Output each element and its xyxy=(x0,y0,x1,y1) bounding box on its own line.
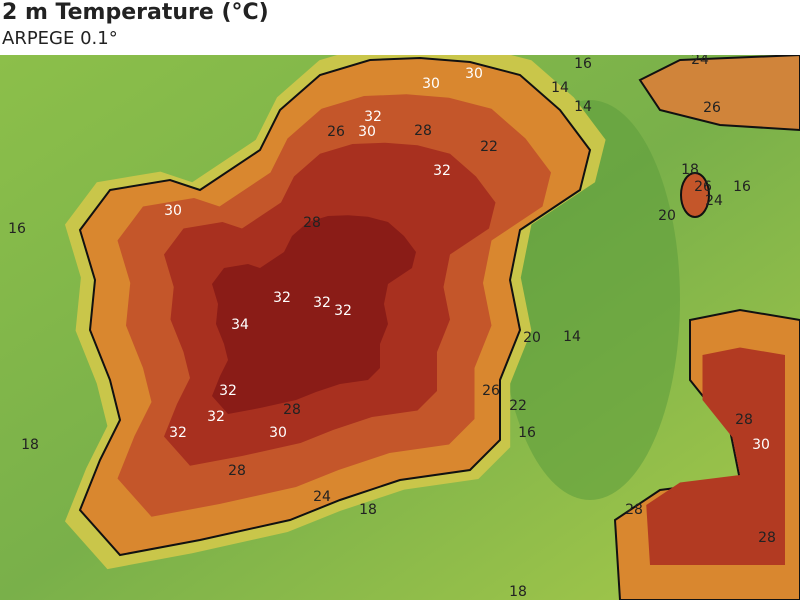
contour-label: 28 xyxy=(625,502,643,518)
contour-label: 14 xyxy=(551,80,569,96)
contour-label: 24 xyxy=(313,489,331,505)
contour-label: 24 xyxy=(705,193,723,209)
subtitle: ARPEGE 0.1° xyxy=(2,28,118,49)
contour-label: 26 xyxy=(327,124,345,140)
contour-label: 16 xyxy=(574,56,592,72)
britain xyxy=(614,55,800,600)
contour-label: 30 xyxy=(358,124,376,140)
contour-label: 32 xyxy=(219,383,237,399)
contour-label: 28 xyxy=(414,123,432,139)
contour-label: 28 xyxy=(303,215,321,231)
contour-label: 28 xyxy=(283,402,301,418)
contour-label: 16 xyxy=(733,179,751,195)
contour-label: 16 xyxy=(8,221,26,237)
contour-label: 18 xyxy=(509,584,527,600)
contour-label: 30 xyxy=(269,425,287,441)
title: 2 m Temperature (°C) xyxy=(2,0,269,25)
contour-label: 24 xyxy=(691,55,709,68)
contour-label: 30 xyxy=(164,203,182,219)
contour-label: 30 xyxy=(752,437,770,453)
contour-label: 28 xyxy=(228,463,246,479)
contour-label: 14 xyxy=(574,99,592,115)
contour-label: 34 xyxy=(231,317,249,333)
contour-label: 22 xyxy=(509,398,527,414)
contour-label: 32 xyxy=(334,303,352,319)
contour-label: 32 xyxy=(364,109,382,125)
contour-label: 30 xyxy=(422,76,440,92)
contour-label: 26 xyxy=(482,383,500,399)
contour-label: 32 xyxy=(313,295,331,311)
contour-label: 28 xyxy=(735,412,753,428)
contour-label: 30 xyxy=(465,66,483,82)
contour-label: 28 xyxy=(758,530,776,546)
contour-label: 20 xyxy=(658,208,676,224)
contour-label: 14 xyxy=(563,329,581,345)
contour-label: 18 xyxy=(21,437,39,453)
contour-label: 32 xyxy=(169,425,187,441)
contour-label: 32 xyxy=(433,163,451,179)
contour-label: 16 xyxy=(518,425,536,441)
contour-label: 26 xyxy=(694,179,712,195)
contour-label: 18 xyxy=(359,502,377,518)
contour-label: 18 xyxy=(681,162,699,178)
contour-label: 26 xyxy=(703,100,721,116)
contour-label: 32 xyxy=(207,409,225,425)
contour-label: 22 xyxy=(480,139,498,155)
contour-label: 32 xyxy=(273,290,291,306)
contour-label: 20 xyxy=(523,330,541,346)
